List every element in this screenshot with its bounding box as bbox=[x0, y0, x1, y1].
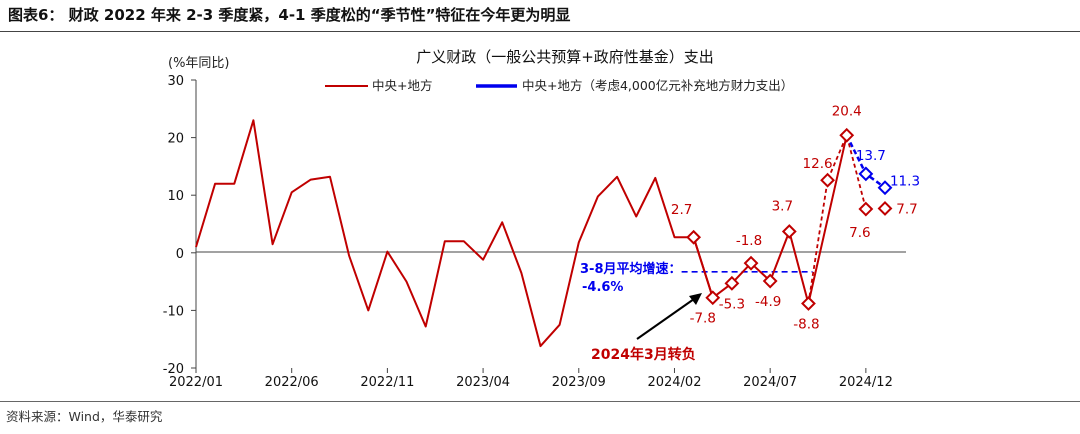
source-note: 资料来源：Wind，华泰研究 bbox=[6, 409, 163, 424]
average-label-line2: -4.6% bbox=[582, 280, 623, 295]
y-tick-label: -20 bbox=[163, 362, 184, 377]
y-tick-label: 30 bbox=[167, 74, 184, 89]
marker-main bbox=[839, 127, 855, 143]
data-label: 20.4 bbox=[832, 103, 862, 119]
marker-main bbox=[781, 224, 797, 239]
marker-main bbox=[686, 229, 702, 245]
figure-title: 图表6： 财政 2022 年来 2-3 季度紧，4-1 季度松的“季节性”特征在… bbox=[8, 6, 571, 24]
title-divider bbox=[0, 31, 1080, 32]
marker-main-projected bbox=[877, 201, 893, 216]
x-tick-label: 2023/04 bbox=[456, 375, 510, 390]
line-chart: 广义财政（一般公共预算+政府性基金）支出 (%年同比) 中央+地方 中央+地方（… bbox=[163, 48, 920, 390]
x-tick-label: 2022/01 bbox=[169, 375, 223, 390]
data-label: -4.9 bbox=[755, 294, 781, 310]
y-tick-label: 20 bbox=[167, 132, 184, 147]
data-label: -8.8 bbox=[793, 316, 819, 332]
data-label: -5.3 bbox=[719, 296, 745, 312]
marker-main bbox=[801, 296, 816, 311]
turn-arrowhead bbox=[689, 293, 702, 305]
x-tick-label: 2024/07 bbox=[743, 375, 797, 390]
marker-supplement bbox=[877, 180, 893, 196]
marker-main-projected bbox=[858, 201, 874, 217]
x-tick-label: 2024/12 bbox=[839, 375, 893, 390]
turn-annotation: 2024年3月转负 bbox=[591, 293, 702, 363]
legend-label-main: 中央+地方 bbox=[372, 78, 432, 93]
data-label: 11.3 bbox=[890, 174, 920, 190]
marker-supplement bbox=[858, 166, 874, 182]
y-tick-label: -10 bbox=[163, 304, 184, 319]
y-tick-label: 10 bbox=[167, 189, 184, 204]
data-label: 7.7 bbox=[896, 201, 917, 217]
data-label: 7.6 bbox=[849, 225, 870, 241]
x-tick-label: 2024/02 bbox=[647, 375, 701, 390]
turn-arrow bbox=[636, 298, 695, 340]
data-label: 13.7 bbox=[856, 148, 886, 164]
marker-main bbox=[743, 255, 759, 271]
x-tick-label: 2022/06 bbox=[265, 375, 319, 390]
data-label: -1.8 bbox=[736, 233, 762, 249]
x-tick-label: 2022/11 bbox=[360, 375, 414, 390]
marker-main bbox=[762, 273, 778, 289]
source-divider bbox=[0, 401, 1080, 402]
data-label: 2.7 bbox=[671, 202, 692, 218]
data-label: 3.7 bbox=[772, 198, 793, 214]
marker-main-projected bbox=[820, 172, 835, 188]
axes bbox=[195, 80, 906, 368]
x-ticks: 2022/01 2022/06 2022/11 2023/04 2023/09 2024/… bbox=[169, 368, 893, 390]
y-ticks: 30 20 10 0 -10 -20 bbox=[163, 74, 196, 377]
data-label: -7.8 bbox=[690, 311, 716, 327]
y-tick-label: 0 bbox=[176, 247, 184, 262]
data-label: 12.6 bbox=[803, 156, 833, 172]
x-tick-label: 2023/09 bbox=[552, 375, 606, 390]
marker-main bbox=[705, 290, 721, 306]
series-main-projection-line bbox=[807, 132, 867, 304]
series-main-line bbox=[195, 119, 714, 348]
y-axis-label: (%年同比) bbox=[168, 56, 230, 71]
legend-label-supplement: 中央+地方（考虑4,000亿元补充地方财力支出） bbox=[522, 78, 793, 93]
turn-label: 2024年3月转负 bbox=[591, 346, 696, 363]
legend: 中央+地方 中央+地方（考虑4,000亿元补充地方财力支出） bbox=[325, 78, 793, 93]
average-annotation: 3-8月平均增速： -4.6% bbox=[580, 261, 813, 295]
chart-title: 广义财政（一般公共预算+政府性基金）支出 bbox=[416, 48, 714, 66]
average-label-line1: 3-8月平均增速： bbox=[580, 261, 682, 277]
plot-area: 2.7 -7.8-5.3 -1.8 -4.9 3.7 -8.8 12.6 20.4 7.6 7.7… bbox=[195, 103, 920, 348]
marker-main bbox=[724, 275, 740, 291]
